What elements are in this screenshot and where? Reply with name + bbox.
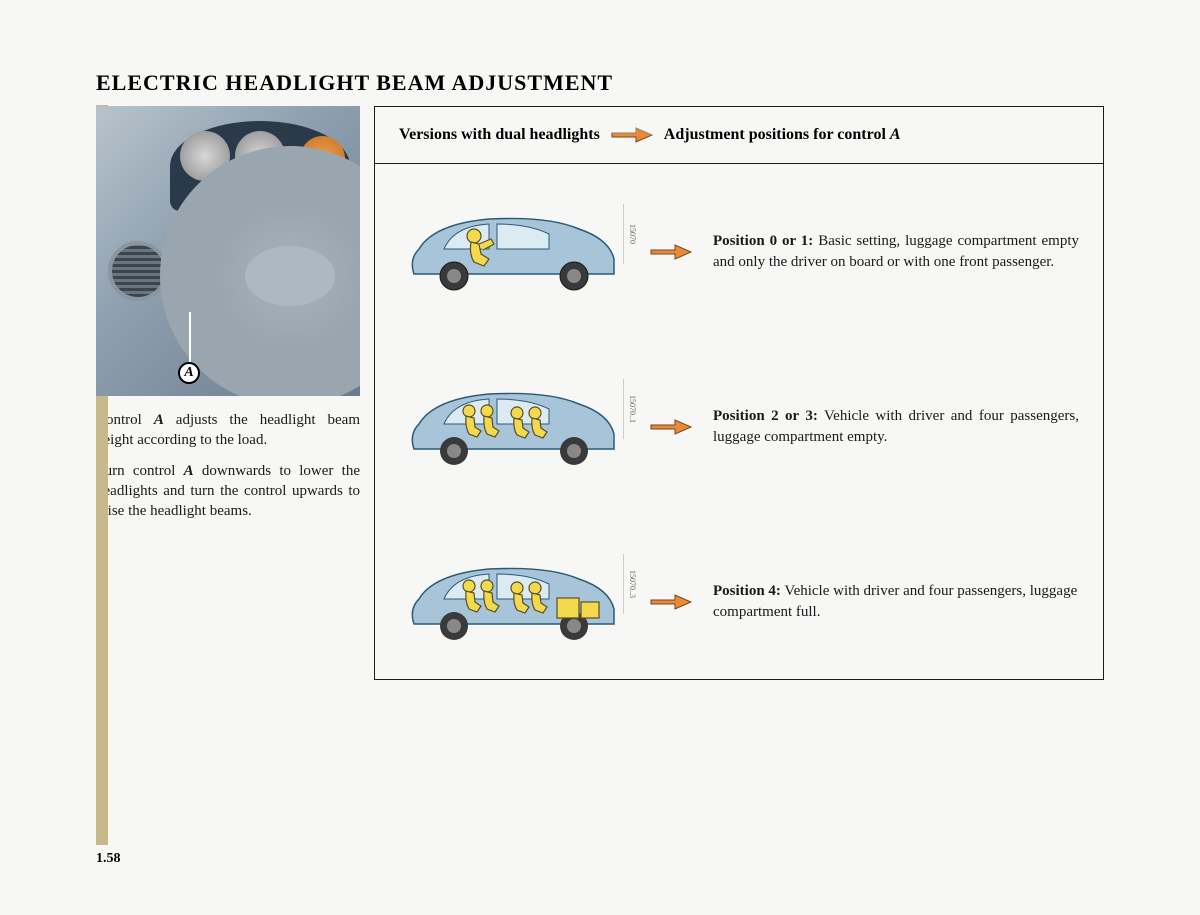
left-description: Control A adjusts the headlight beam hei… (96, 410, 360, 521)
header-left-text: Versions with dual headlights (399, 126, 600, 144)
position-text: Position 0 or 1: Basic setting, luggage … (713, 231, 1079, 272)
arrow-icon (649, 592, 693, 612)
control-marker-a: A (178, 362, 200, 384)
car-diagram-driver-only: 15070 (399, 204, 629, 299)
page-number: 1.58 (96, 851, 121, 867)
arrow-icon (649, 417, 693, 437)
figure-ref: 15070..3 (623, 554, 637, 614)
position-text: Position 2 or 3: Vehicle with driver and… (713, 406, 1079, 447)
position-row: 15070..1 Position 2 or 3: Vehicle with d… (399, 379, 1079, 474)
positions-list: 15070 Position 0 or 1: Basic setting, lu… (375, 164, 1103, 679)
figure-ref: 15070 (623, 204, 637, 264)
position-row: 15070..3 Position 4: Vehicle with driver… (399, 554, 1079, 649)
car-diagram-full-passengers: 15070..1 (399, 379, 629, 474)
arrow-icon (610, 125, 654, 145)
position-text: Position 4: Vehicle with driver and four… (713, 581, 1079, 622)
figure-ref: 15070..1 (623, 379, 637, 439)
wheel-hub (245, 246, 335, 306)
car-diagram-full-luggage: 15070..3 (399, 554, 629, 649)
right-panel: Versions with dual headlights Adjustment… (374, 106, 1104, 680)
page-title: ELECTRIC HEADLIGHT BEAM ADJUSTMENT (96, 70, 1104, 96)
header-right-text: Adjustment positions for control A (664, 126, 901, 144)
content-row: A Control A adjusts the headlight beam h… (96, 106, 1104, 680)
position-row: 15070 Position 0 or 1: Basic setting, lu… (399, 204, 1079, 299)
left-paragraph-1: Control A adjusts the headlight beam hei… (96, 410, 360, 451)
left-paragraph-2: Turn control A downwards to lower the he… (96, 461, 360, 522)
air-vent-icon (108, 241, 168, 301)
panel-header: Versions with dual headlights Adjustment… (375, 107, 1103, 164)
arrow-icon (649, 242, 693, 262)
left-column: A Control A adjusts the headlight beam h… (96, 106, 360, 680)
dashboard-photo: A (96, 106, 360, 396)
marker-leader-line (189, 312, 191, 362)
